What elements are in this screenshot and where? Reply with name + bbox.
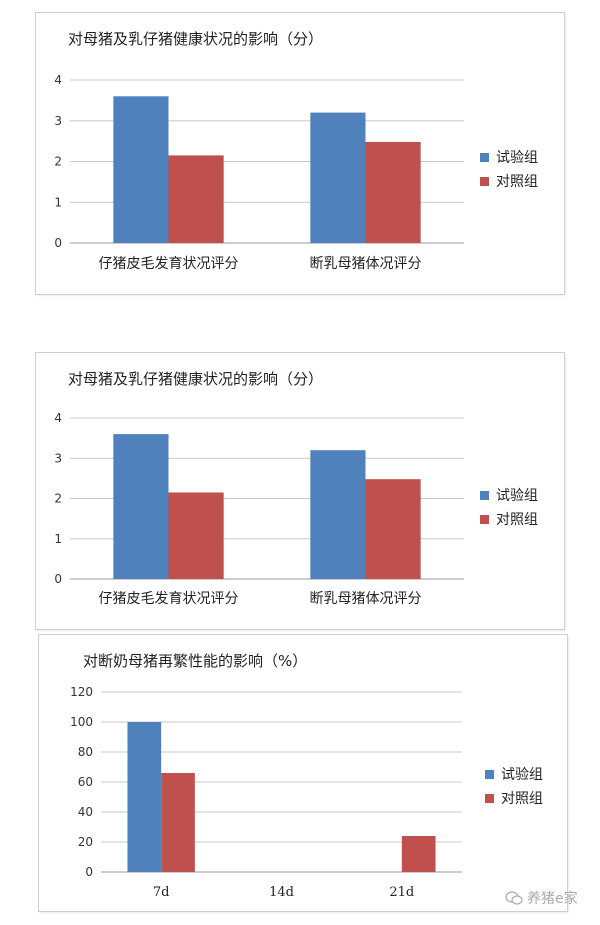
legend-swatch bbox=[480, 514, 489, 524]
legend-swatch bbox=[480, 152, 489, 162]
y-tick-label: 40 bbox=[78, 805, 93, 819]
bar-control-group bbox=[365, 141, 421, 243]
chart-title: 对母猪及乳仔猪健康状况的影响（分） bbox=[68, 30, 324, 48]
legend-item-test-group: 试验组 bbox=[480, 483, 538, 507]
bar-test-group bbox=[113, 434, 169, 579]
legend-label: 对照组 bbox=[496, 512, 538, 528]
y-tick-label: 0 bbox=[54, 572, 62, 586]
chart-legend: 试验组 对照组 bbox=[485, 762, 543, 810]
watermark-text: 养猪e家 bbox=[527, 891, 578, 907]
legend-item-control-group: 对照组 bbox=[485, 786, 543, 810]
chart-title: 对断奶母猪再繁性能的影响（%） bbox=[83, 652, 308, 670]
legend-label: 对照组 bbox=[496, 174, 538, 190]
bar-test-group bbox=[127, 722, 162, 872]
chart-panel-3: 对断奶母猪再繁性能的影响（%） 0 20 40 60 80 100 120 7d 14d 21d … bbox=[38, 634, 568, 912]
legend-label: 试验组 bbox=[496, 488, 538, 504]
y-tick-label: 4 bbox=[54, 73, 62, 87]
chart-panel-2: 对母猪及乳仔猪健康状况的影响（分） 0 1 2 3 4 仔猪皮毛发育状况评分 断乳母猪体况评… bbox=[35, 352, 565, 630]
x-category-label: 断乳母猪体况评分 bbox=[310, 591, 422, 607]
legend-swatch bbox=[480, 176, 489, 186]
x-category-label: 21d bbox=[389, 885, 414, 900]
bar-chart-3: 0 20 40 60 80 100 120 7d 14d 21d bbox=[70, 685, 462, 900]
y-tick-label: 2 bbox=[54, 155, 62, 169]
x-category-label: 14d bbox=[269, 885, 294, 900]
legend-label: 试验组 bbox=[501, 767, 543, 783]
x-category-label: 7d bbox=[153, 885, 170, 900]
y-tick-label: 3 bbox=[54, 451, 62, 465]
x-category-label: 断乳母猪体况评分 bbox=[310, 256, 422, 272]
wechat-icon bbox=[505, 891, 523, 905]
legend-item-control-group: 对照组 bbox=[480, 169, 538, 193]
y-tick-label: 100 bbox=[70, 715, 93, 729]
bar-test-group bbox=[113, 96, 169, 243]
bar-test-group bbox=[310, 112, 366, 243]
y-tick-label: 80 bbox=[78, 745, 93, 759]
bar-control-group bbox=[168, 155, 224, 243]
chart-panel-1: 对母猪及乳仔猪健康状况的影响（分） 0 1 2 3 4 仔猪皮毛发育状况评分 断乳母猪体况评… bbox=[35, 12, 565, 295]
legend-label: 试验组 bbox=[496, 150, 538, 166]
y-tick-label: 1 bbox=[54, 195, 62, 209]
watermark: 养猪e家 bbox=[505, 888, 578, 908]
chart-legend: 试验组 对照组 bbox=[480, 145, 538, 193]
legend-swatch bbox=[485, 793, 494, 803]
bar-test-group bbox=[310, 450, 366, 579]
y-tick-label: 120 bbox=[70, 685, 93, 699]
x-category-label: 仔猪皮毛发育状况评分 bbox=[99, 591, 239, 607]
bar-chart-2: 0 1 2 3 4 仔猪皮毛发育状况评分 断乳母猪体况评分 bbox=[54, 411, 464, 607]
bar-control-group bbox=[365, 479, 421, 579]
chart-legend: 试验组 对照组 bbox=[480, 483, 538, 531]
y-tick-label: 2 bbox=[54, 492, 62, 506]
y-tick-label: 60 bbox=[78, 775, 93, 789]
legend-label: 对照组 bbox=[501, 791, 543, 807]
legend-item-test-group: 试验组 bbox=[480, 145, 538, 169]
bar-control-group bbox=[168, 492, 224, 579]
y-tick-label: 3 bbox=[54, 114, 62, 128]
bar-control-group bbox=[401, 836, 436, 872]
y-tick-label: 0 bbox=[54, 236, 62, 250]
legend-swatch bbox=[480, 490, 489, 500]
chart-title: 对母猪及乳仔猪健康状况的影响（分） bbox=[68, 370, 324, 388]
legend-swatch bbox=[485, 769, 494, 779]
bar-chart-1: 0 1 2 3 4 仔猪皮毛发育状况评分 断乳母猪体况评分 bbox=[54, 73, 464, 272]
bar-control-group bbox=[161, 773, 195, 872]
legend-item-control-group: 对照组 bbox=[480, 507, 538, 531]
y-tick-label: 0 bbox=[85, 865, 93, 879]
y-tick-label: 4 bbox=[54, 411, 62, 425]
y-tick-label: 20 bbox=[78, 835, 93, 849]
x-category-label: 仔猪皮毛发育状况评分 bbox=[99, 256, 239, 272]
legend-item-test-group: 试验组 bbox=[485, 762, 543, 786]
y-tick-label: 1 bbox=[54, 532, 62, 546]
